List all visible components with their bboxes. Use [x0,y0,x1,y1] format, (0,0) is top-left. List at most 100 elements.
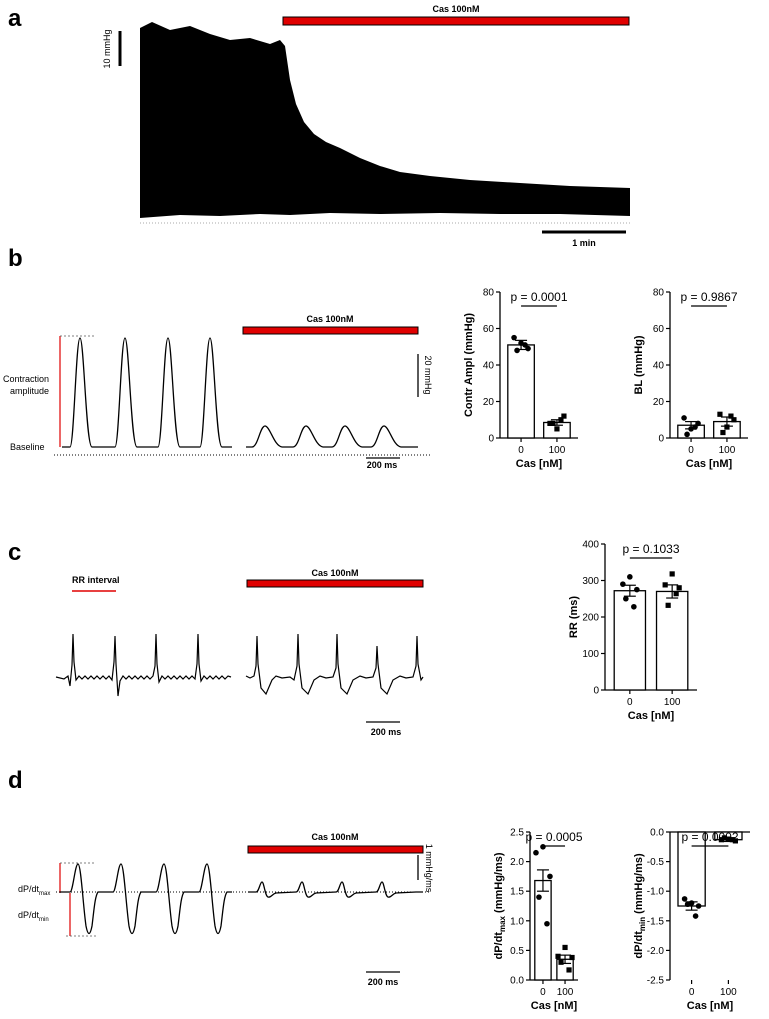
baseline-label-b: Baseline [10,442,45,452]
treatment-label-d: Cas 100nM [311,832,358,842]
data-point [536,894,542,900]
data-point [634,586,640,593]
chart-rr: 0 100 200 300 400 0 100 Cas [nM] RR (ms) p = 0.10… [568,540,697,722]
y-tick-label: 0 [488,434,494,445]
p-value-label: p = 0.0002 [681,830,738,844]
y-tick-label: 100 [582,649,599,660]
y-tick-label: 40 [653,361,665,372]
dpdt-trace-baseline [60,863,232,935]
y-tick-label: -1.0 [647,887,665,898]
data-point [684,431,690,438]
y-tick-label: 1.0 [510,916,524,927]
chart-contr-ampl: 0 20 40 60 80 0 100 Cas [nM] Contr Ampl (mmHg) p … [463,288,578,470]
data-point [554,426,560,432]
data-point [681,896,688,902]
data-point [718,837,724,843]
x-tick-label: 0 [688,445,694,456]
data-point [725,836,731,842]
treatment-bar-c [246,579,424,588]
scale-label-horizontal-a: 1 min [572,238,596,248]
y-axis-title-main: BL (mmHg) [633,335,645,394]
ecg-trace-baseline [55,633,232,697]
y-tick-label: 200 [582,613,599,624]
treatment-label-c: Cas 100nM [311,568,358,578]
y-tick-label: 20 [483,397,495,408]
x-axis-title: Cas [nM] [531,1000,578,1012]
panel-d: d dP/dtmax dP/dtmin Cas 100nM 1 mmHg/ms … [8,767,434,987]
x-axis-title: Cas [nM] [628,710,675,722]
data-point [511,334,517,341]
y-axis-title-rest: (mmHg/ms) [493,852,505,916]
data-point [662,582,668,588]
panel-b: b Contraction amplitude Baseline Cas 100… [3,245,433,470]
p-value-label: p = 0.0005 [525,830,582,844]
y-tick-label: 0 [593,686,599,697]
y-tick-label: 60 [483,324,495,335]
treatment-bar-b [242,326,419,335]
y-tick-label: 0.0 [510,976,524,987]
data-point [729,837,735,843]
x-axis-title: Cas [nM] [516,458,563,470]
y-axis-title: Contr Ampl (mmHg) [463,313,475,417]
contraction-trace-cas [246,425,418,448]
y-axis-title-sub: min [638,917,647,931]
data-point [620,581,626,587]
y-tick-label: 80 [483,288,495,299]
panel-c: c RR interval Cas 100nM 200 ms [8,539,424,737]
bar [613,590,647,691]
y-tick-label: 40 [483,361,495,372]
treatment-label-a: Cas 100nM [432,4,479,14]
data-point [547,873,553,880]
bar [507,344,535,439]
data-point [721,835,727,841]
data-point [732,838,738,844]
ecg-trace-cas [245,633,424,696]
chart-dpdt-max: 0.0 0.5 1.0 1.5 2.0 2.5 0 100 Cas [nM] dP/dtmax (… [493,828,583,1013]
data-point [676,585,682,591]
data-point [550,420,556,426]
y-axis-title: BL (mmHg) [633,335,645,394]
p-value-label: p = 0.9867 [680,290,737,304]
x-tick-label: 100 [719,445,736,456]
data-point [692,424,698,430]
p-value-label: p = 0.0001 [510,290,567,304]
contraction-label-line2: amplitude [10,386,49,396]
x-tick-label: 0 [540,987,546,998]
data-point [731,417,737,423]
y-tick-label: 2.5 [510,828,524,839]
scale-label-vertical-a: 10 mmHg [102,29,112,68]
chart-dpdt-min: 0.0 -0.5 -1.0 -1.5 -2.0 -2.5 0 100 Cas [nM] dP/dt… [633,828,750,1012]
p-value-label: p = 0.1033 [622,542,679,556]
contraction-label-line1: Contraction [3,374,49,384]
x-tick-label: 100 [557,987,574,998]
rr-interval-label: RR interval [72,575,120,585]
data-point [631,603,637,610]
y-axis-title-main: Contr Ampl (mmHg) [463,313,475,417]
dpdt-min-label: dP/dtmin [18,910,49,923]
panel-letter-c: c [8,539,21,566]
y-tick-label: 80 [653,288,665,299]
panel-letter-d: d [8,767,23,794]
y-tick-label: 2.0 [510,857,524,868]
panel-letter-b: b [8,245,23,272]
scale-label-horizontal-b: 200 ms [367,460,398,470]
y-axis-title: RR (ms) [568,596,580,639]
x-axis-title: Cas [nM] [686,458,733,470]
treatment-bar-a [282,16,630,26]
data-point [665,602,671,608]
scale-label-horizontal-c: 200 ms [371,727,402,737]
data-point [569,954,575,961]
x-tick-label: 100 [720,987,737,998]
x-tick-label: 100 [664,697,681,708]
y-axis-title-rest: (mmHg/ms) [633,853,645,917]
y-tick-label: 300 [582,576,599,587]
data-point [514,347,520,354]
bar [677,831,706,907]
data-point [627,574,633,580]
scale-label-vertical-d: 1 mmHg/ms [424,844,434,893]
treatment-bar-d [247,845,424,854]
data-point [558,417,564,423]
y-tick-label: 1.5 [510,887,524,898]
chart-bl: 0 20 40 60 80 0 100 Cas [nM] BL (mmHg) p = 0.9867 [633,288,748,470]
data-point [681,415,687,421]
